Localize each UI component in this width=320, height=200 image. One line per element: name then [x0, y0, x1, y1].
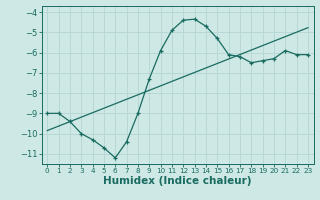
X-axis label: Humidex (Indice chaleur): Humidex (Indice chaleur) [103, 176, 252, 186]
